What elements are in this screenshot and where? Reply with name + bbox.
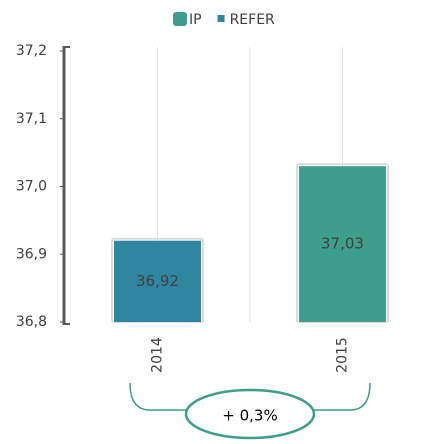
data-label: 37,03: [321, 235, 364, 253]
annotation-ellipse: [184, 388, 316, 440]
x-tick-label: 2015: [335, 337, 351, 373]
bar: [114, 240, 201, 322]
x-tick-label: 2014: [150, 337, 166, 373]
y-tick-label: 37,1: [16, 111, 47, 127]
legend-label: REFER: [230, 12, 275, 28]
y-tick-label: 36,9: [16, 246, 47, 262]
y-tick-label: 37,0: [16, 179, 47, 195]
legend-label: IP: [189, 12, 202, 28]
annotation: + 0,3%: [222, 407, 277, 425]
legend-swatch: [217, 15, 225, 22]
plot: 36,8 36,9 37,0 37,1 37,2 2014 36,92 2015 37,03 IP…: [16, 12, 389, 373]
y-tick-label: 36,8: [16, 314, 47, 330]
bar: [299, 166, 386, 322]
data-label: 36,92: [136, 272, 179, 290]
y-tick-label: 37,2: [16, 43, 47, 59]
bracket-left: [129, 382, 186, 411]
bracket-right: [314, 382, 371, 411]
legend-swatch: [173, 12, 187, 26]
